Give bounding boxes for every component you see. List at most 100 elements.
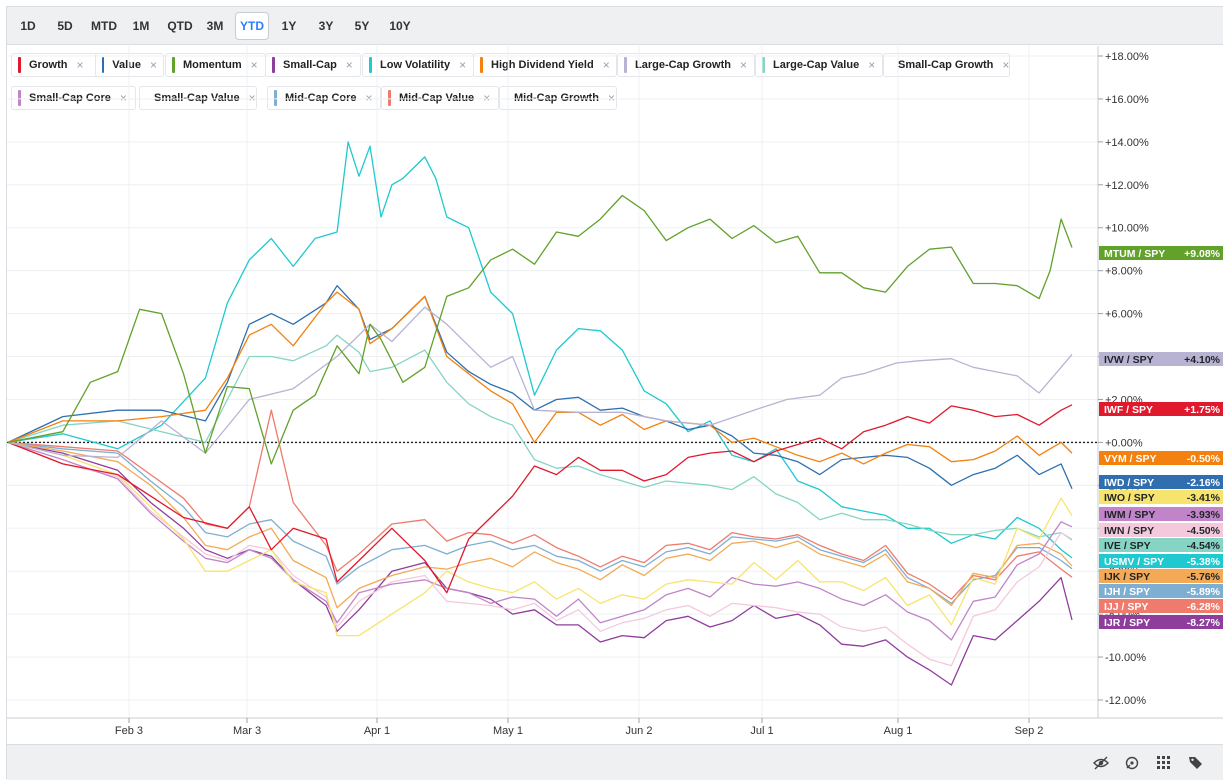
fit-icon[interactable] (1123, 754, 1141, 772)
range-3y-button[interactable]: 3Y (318, 19, 334, 33)
legend-swatch (18, 90, 21, 106)
series-line-mtum (7, 194, 1073, 465)
badge-ticker: IWN / SPY (1104, 525, 1154, 537)
remove-series-icon[interactable]: × (365, 91, 373, 105)
series-badge-iwo: IWO / SPY -3.41% (1099, 490, 1223, 504)
remove-series-icon[interactable]: × (345, 58, 353, 72)
remove-series-icon[interactable]: × (119, 91, 127, 105)
remove-series-icon[interactable]: × (149, 58, 157, 72)
legend-label: Growth (29, 59, 68, 71)
remove-series-icon[interactable]: × (602, 58, 610, 72)
remove-series-icon[interactable]: × (868, 58, 876, 72)
series-line-ijj (7, 409, 1073, 600)
legend-swatch (762, 57, 765, 73)
range-mtd-button[interactable]: MTD (91, 19, 117, 33)
badge-bg (1099, 475, 1223, 489)
series-badge-iwm: IWM / SPY -3.93% (1099, 507, 1223, 521)
badge-ticker: IWD / SPY (1104, 477, 1154, 489)
series-badge-ijr: IJR / SPY -8.27% (1099, 615, 1223, 629)
x-tick-label: Jul 1 (750, 725, 773, 737)
remove-series-icon[interactable]: × (739, 58, 747, 72)
legend-chip-growth[interactable]: Growth × (11, 53, 103, 77)
range-ytd-button[interactable]: YTD (235, 12, 269, 40)
badge-value: -2.16% (1187, 477, 1221, 489)
legend-swatch (369, 57, 372, 73)
badge-bg (1099, 352, 1223, 366)
legend-chip-high-dividend-yield[interactable]: High Dividend Yield × (473, 53, 617, 77)
range-1m-button[interactable]: 1M (132, 19, 150, 33)
badge-ticker: IJH / SPY (1104, 586, 1150, 598)
badge-bg (1099, 538, 1223, 552)
y-tick-label: +12.00% (1105, 180, 1149, 192)
badge-ticker: IJJ / SPY (1104, 601, 1148, 613)
tag-icon[interactable] (1187, 754, 1205, 772)
badge-bg (1099, 246, 1223, 260)
legend-chip-small-cap-growth[interactable]: Small-Cap Growth × (883, 53, 1010, 77)
badge-bg (1099, 599, 1223, 613)
y-tick-label: +6.00% (1105, 309, 1143, 321)
legend-chip-mid-cap-growth[interactable]: Mid-Cap Growth × (499, 86, 617, 110)
badge-ticker: USMV / SPY (1104, 556, 1164, 568)
badge-ticker: VYM / SPY (1104, 453, 1157, 465)
series-badge-iwn: IWN / SPY -4.50% (1099, 523, 1223, 537)
series-badge-ijh: IJH / SPY -5.89% (1099, 584, 1223, 598)
legend-chip-mid-cap-value[interactable]: Mid-Cap Value × (381, 86, 499, 110)
legend-label: High Dividend Yield (491, 59, 594, 71)
x-tick-label: Aug 1 (884, 725, 913, 737)
legend-chip-small-cap-value[interactable]: Small-Cap Value × (139, 86, 257, 110)
badge-bg (1099, 490, 1223, 504)
badge-value: +1.75% (1184, 404, 1221, 416)
remove-series-icon[interactable]: × (607, 91, 615, 105)
series-line-iwm (7, 441, 1073, 641)
remove-series-icon[interactable]: × (248, 91, 256, 105)
range-qtd-button[interactable]: QTD (167, 19, 193, 33)
badge-bg (1099, 554, 1223, 568)
legend-label: Mid-Cap Growth (514, 92, 599, 104)
legend-swatch (172, 57, 175, 73)
legend-chip-large-cap-value[interactable]: Large-Cap Value × (755, 53, 883, 77)
legend-chip-small-cap[interactable]: Small-Cap × (265, 53, 361, 77)
badge-ticker: IJR / SPY (1104, 617, 1150, 629)
legend-chip-mid-cap-core[interactable]: Mid-Cap Core × (267, 86, 381, 110)
series-line-ivw (7, 306, 1073, 459)
legend-chip-small-cap-core[interactable]: Small-Cap Core × (11, 86, 136, 110)
range-10y-button[interactable]: 10Y (389, 19, 411, 33)
badge-bg (1099, 451, 1223, 465)
remove-series-icon[interactable]: × (76, 58, 84, 72)
eye-off-icon[interactable] (1092, 754, 1110, 772)
series-line-iwo (7, 441, 1073, 637)
series-line-ive (7, 334, 1073, 541)
x-tick-label: Jun 2 (626, 725, 653, 737)
range-1d-button[interactable]: 1D (20, 19, 36, 33)
series-badge-ijk: IJK / SPY -5.76% (1099, 569, 1223, 583)
y-tick-label: +10.00% (1105, 223, 1149, 235)
legend-label: Value (112, 59, 141, 71)
badge-value: -5.76% (1187, 571, 1221, 583)
range-3m-button[interactable]: 3M (206, 19, 224, 33)
grid-icon[interactable] (1155, 754, 1173, 772)
legend-chip-large-cap-growth[interactable]: Large-Cap Growth × (617, 53, 755, 77)
series-line-usmv (7, 141, 1073, 559)
badge-ticker: IWF / SPY (1104, 404, 1153, 416)
legend-label: Low Volatility (380, 59, 451, 71)
y-tick-label: +0.00% (1105, 437, 1143, 449)
range-1y-button[interactable]: 1Y (281, 19, 297, 33)
legend-swatch (272, 57, 275, 73)
remove-series-icon[interactable]: × (250, 58, 258, 72)
series-line-iwf (7, 404, 1073, 594)
badge-ticker: IWM / SPY (1104, 509, 1155, 521)
range-5d-button[interactable]: 5D (57, 19, 73, 33)
legend-chip-low-volatility[interactable]: Low Volatility × (362, 53, 474, 77)
line-chart: +18.00% +16.00% +14.00% +12.00% +10.00% +8.00… (7, 46, 1223, 737)
range-5y-button[interactable]: 5Y (354, 19, 370, 33)
remove-series-icon[interactable]: × (483, 91, 491, 105)
x-tick-label: Apr 1 (364, 725, 390, 737)
remove-series-icon[interactable]: × (459, 58, 467, 72)
series-badge-vym: VYM / SPY -0.50% (1099, 451, 1223, 465)
series-line-iwd (7, 285, 1073, 490)
legend-chip-momentum[interactable]: Momentum × (165, 53, 266, 77)
legend-label: Momentum (183, 59, 242, 71)
badge-ticker: IWO / SPY (1104, 492, 1155, 504)
badge-value: -0.50% (1187, 453, 1221, 465)
remove-series-icon[interactable]: × (1002, 58, 1010, 72)
